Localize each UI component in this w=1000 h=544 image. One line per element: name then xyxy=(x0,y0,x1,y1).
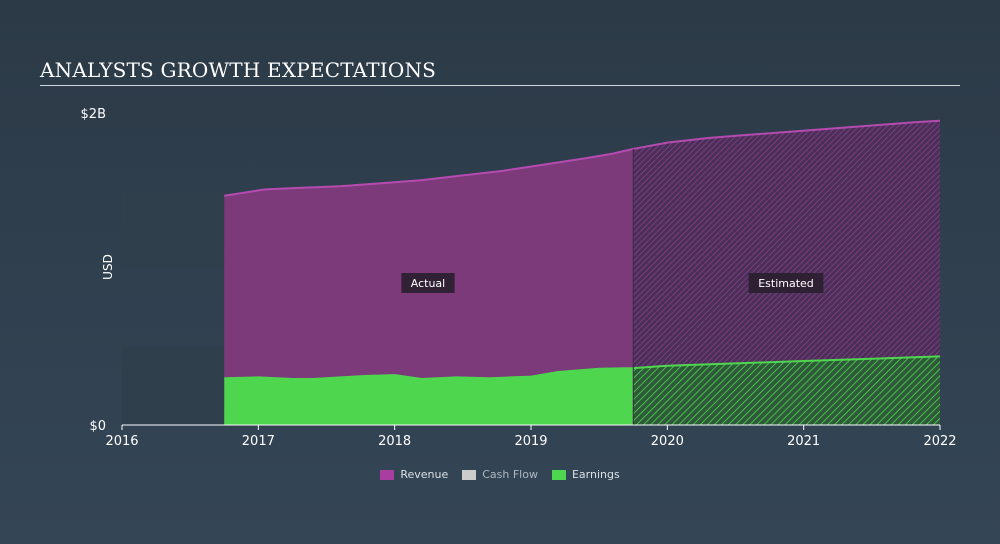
estimated-label: Estimated xyxy=(748,273,824,293)
legend-item-earnings[interactable]: Earnings xyxy=(551,468,620,481)
y-axis-title: USD xyxy=(101,254,115,280)
plot-band xyxy=(122,191,225,269)
x-tick-label: 2019 xyxy=(514,434,547,449)
actual-label: Actual xyxy=(401,273,455,293)
axes: 2016 2017 2018 2019 2020 2021 2022 $2B $0 USD xyxy=(81,107,957,449)
title-divider xyxy=(40,85,960,86)
series-areas xyxy=(224,120,940,426)
chart-legend: Revenue Cash Flow Earnings xyxy=(0,468,1000,481)
x-tick-label: 2017 xyxy=(242,434,275,449)
legend-item-revenue[interactable]: Revenue xyxy=(380,468,448,481)
y-tick-label-max: $2B xyxy=(81,107,106,122)
x-tick-label: 2022 xyxy=(923,434,956,449)
actual-label-text: Actual xyxy=(411,277,445,290)
x-tick-label: 2018 xyxy=(378,434,411,449)
legend-label-revenue: Revenue xyxy=(400,468,449,481)
plot-band xyxy=(122,347,225,425)
revenue-area-estimated xyxy=(633,120,940,426)
earnings-area-estimated xyxy=(633,356,940,425)
region-labels: Actual Estimated xyxy=(401,273,824,293)
x-tick-label: 2020 xyxy=(651,434,684,449)
legend-swatch-cash-flow xyxy=(462,469,477,480)
earnings-line xyxy=(224,355,941,381)
x-tick-label: 2021 xyxy=(787,434,820,449)
y-tick-label-min: $0 xyxy=(89,419,106,434)
actual-label-bg xyxy=(401,273,455,293)
legend-label-cash-flow: Cash Flow xyxy=(482,468,538,481)
legend-swatch-revenue xyxy=(380,469,395,480)
legend-item-cash-flow[interactable]: Cash Flow xyxy=(462,468,538,481)
page-title: ANALYSTS GROWTH EXPECTATIONS xyxy=(40,58,437,82)
legend-label-earnings: Earnings xyxy=(571,468,620,481)
series-lines xyxy=(224,119,941,425)
legend-swatch-earnings xyxy=(551,469,566,480)
estimated-label-text: Estimated xyxy=(758,277,814,290)
x-tick-label: 2016 xyxy=(105,434,138,449)
plot-background xyxy=(122,191,225,425)
estimated-label-bg xyxy=(748,273,824,293)
earnings-area-actual xyxy=(224,368,634,425)
revenue-line xyxy=(224,119,941,197)
